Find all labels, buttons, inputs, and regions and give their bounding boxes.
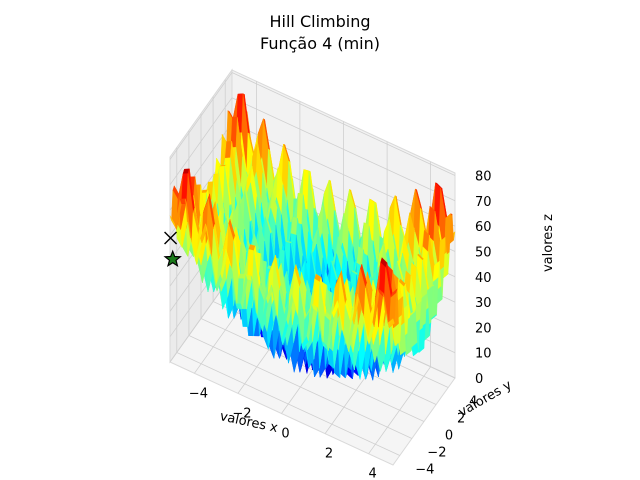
x-tick-label: 4 (368, 467, 376, 480)
surface (169, 93, 456, 381)
chart-subtitle: Função 4 (min) (259, 34, 380, 53)
y-tick-label: 0 (445, 429, 453, 444)
z-tick-label: 60 (475, 220, 492, 235)
z-tick-label: 50 (475, 245, 492, 260)
markers (163, 231, 182, 268)
y-tick-label: 4 (469, 395, 477, 410)
z-grid-line (169, 97, 456, 202)
y-tick-label: −2 (427, 445, 446, 460)
z-tick-label: 40 (475, 271, 492, 286)
z-tick-label: 20 (475, 321, 492, 336)
x-tick-label: −4 (189, 386, 208, 401)
surface-patch (387, 318, 395, 328)
best-marker (163, 249, 182, 268)
y-tick-label: 2 (457, 412, 465, 427)
z-grid-line (169, 71, 456, 176)
z-tick-label: 30 (475, 296, 492, 311)
x-tick-label: 0 (281, 427, 289, 442)
z-tick-label: 0 (475, 372, 483, 387)
chart-title: Hill Climbing (269, 12, 371, 31)
y-tick-label: −4 (415, 462, 434, 477)
z-tick-label: 70 (475, 195, 492, 210)
x-tick-label: −2 (232, 406, 251, 421)
z-tick-label: 80 (475, 170, 492, 185)
x-tick-label: 2 (325, 447, 333, 462)
z-axis-label: valores z (541, 214, 556, 272)
y-axis-label: valores y (456, 378, 515, 421)
start-marker (164, 231, 178, 245)
z-tick-label: 10 (475, 347, 492, 362)
